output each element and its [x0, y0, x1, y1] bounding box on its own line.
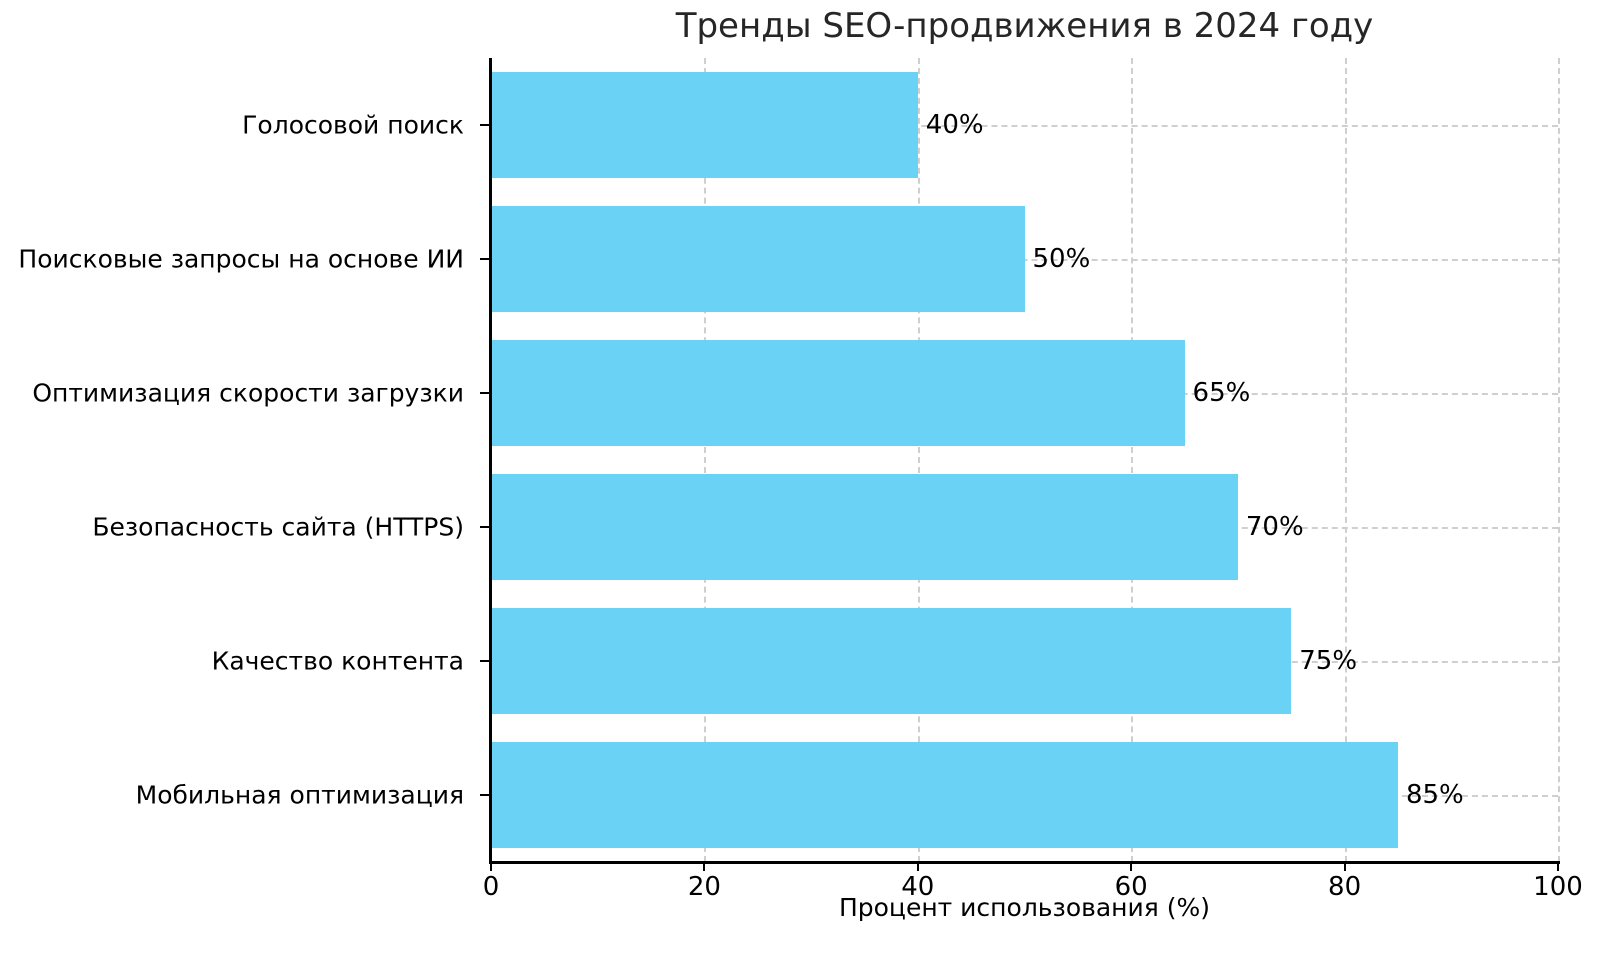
bar-value-label: 50% — [1032, 244, 1091, 274]
chart-title: Тренды SEO-продвижения в 2024 году — [675, 6, 1374, 46]
bar — [491, 72, 918, 178]
x-tick-label: 20 — [687, 872, 721, 902]
y-tick-label: Оптимизация скорости загрузки — [32, 378, 464, 408]
y-tick-label: Мобильная оптимизация — [135, 780, 464, 810]
x-tick-label: 40 — [901, 872, 935, 902]
vertical-gridline — [917, 58, 920, 862]
vertical-gridline — [1131, 58, 1134, 862]
y-tick-mark — [480, 794, 491, 796]
bar — [491, 742, 1398, 848]
bar-value-label: 70% — [1245, 512, 1304, 542]
plot-area: 40% 50% 65% 70% 75% 85% — [480, 58, 1560, 871]
y-tick-mark — [480, 124, 491, 126]
y-tick-mark — [480, 258, 491, 260]
bar — [491, 340, 1185, 446]
x-tick-label: 60 — [1114, 872, 1148, 902]
x-tick-mark — [1130, 862, 1133, 871]
horizontal-gridline — [491, 259, 1558, 261]
x-tick-mark — [916, 862, 919, 871]
x-tick-mark — [1343, 862, 1346, 871]
x-tick-label: 0 — [482, 872, 500, 902]
x-axis-spine — [489, 861, 1560, 864]
vertical-gridline — [1558, 58, 1560, 862]
x-axis-title: Процент использования (%) — [838, 893, 1211, 922]
bar-value-label: 75% — [1299, 646, 1358, 676]
x-tick-mark — [490, 862, 492, 871]
y-tick-label: Голосовой поиск — [242, 110, 464, 140]
x-axis-tick-labels: 0 20 40 60 80 100 — [483, 872, 1583, 908]
bar-value-label: 85% — [1405, 780, 1464, 810]
y-tick-mark — [480, 526, 491, 528]
bar — [491, 608, 1292, 714]
x-tick-label: 80 — [1328, 872, 1362, 902]
vertical-gridline — [704, 58, 707, 862]
y-tick-mark — [480, 660, 491, 662]
y-tick-label: Безопасность сайта (HTTPS) — [92, 512, 464, 542]
bar-value-label: 65% — [1192, 378, 1251, 408]
y-axis-tick-labels: Голосовой поиск Поисковые запросы на осно… — [0, 58, 478, 862]
y-tick-label: Качество контента — [211, 646, 464, 676]
horizontal-gridline — [491, 125, 1558, 127]
x-tick-mark — [703, 862, 706, 871]
x-tick-mark — [1557, 862, 1559, 871]
x-tick-label: 100 — [1533, 872, 1583, 902]
bar — [491, 206, 1025, 312]
vertical-gridline — [1344, 58, 1347, 862]
y-axis-spine — [489, 58, 492, 862]
bar — [491, 474, 1238, 580]
y-tick-mark — [480, 392, 491, 394]
y-tick-label: Поисковые запросы на основе ИИ — [18, 244, 464, 274]
bar-value-label: 40% — [925, 110, 984, 140]
